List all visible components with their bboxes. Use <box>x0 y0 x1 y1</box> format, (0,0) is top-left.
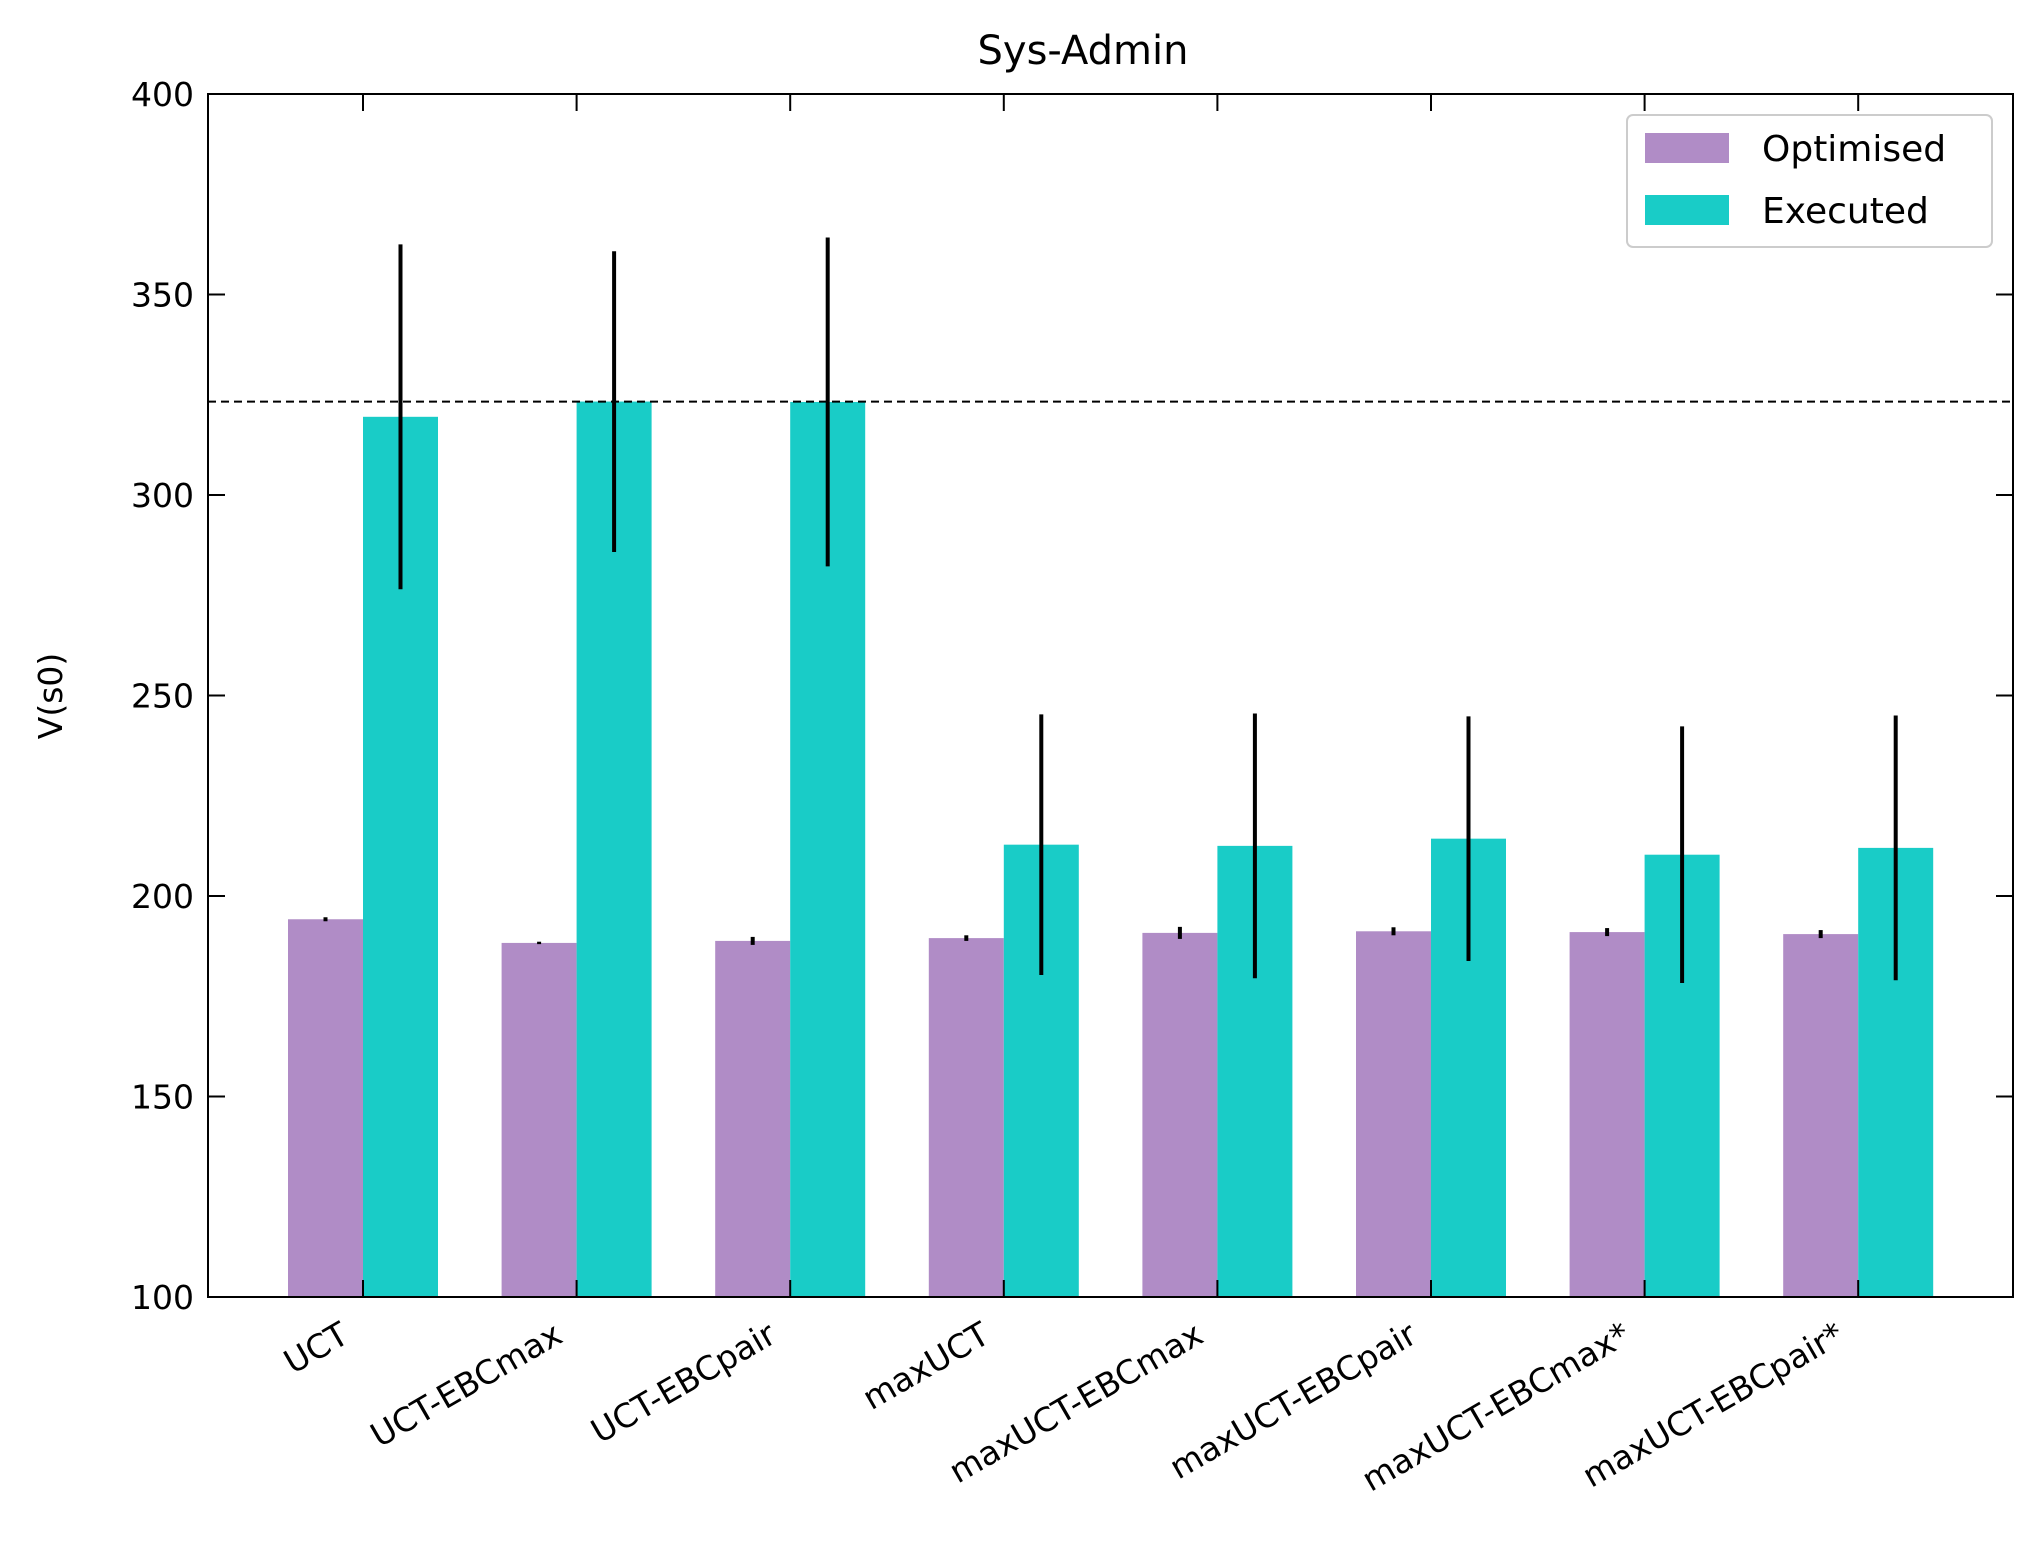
legend-label-optimised: Optimised <box>1762 129 1946 170</box>
y-tick-label: 250 <box>131 677 194 716</box>
y-tick-label: 350 <box>131 276 194 315</box>
y-tick-label: 200 <box>131 877 194 916</box>
bar-optimised-7 <box>1569 932 1645 1297</box>
legend-label-executed: Executed <box>1762 191 1929 232</box>
y-axis-label: V(s0) <box>31 653 70 740</box>
y-tick-label: 300 <box>131 476 194 515</box>
y-axis: 100 150 200 250 300 350 400 <box>131 75 2013 1317</box>
bars-layer <box>288 401 1934 1297</box>
legend-swatch-optimised <box>1645 133 1729 163</box>
x-tick-label: maxUCT <box>856 1314 997 1418</box>
bar-optimised-6 <box>1356 931 1431 1297</box>
x-tick-label: UCT <box>277 1314 356 1382</box>
legend: Optimised Executed <box>1626 114 1993 248</box>
legend-swatch-executed <box>1645 195 1729 225</box>
x-tick-label: UCT-EBCpair <box>584 1314 782 1451</box>
chart-title: Sys-Admin <box>978 28 1189 74</box>
x-tick-label: UCT-EBCmax <box>364 1314 569 1455</box>
bar-optimised-4 <box>928 938 1004 1297</box>
bar-optimised-2 <box>501 942 577 1297</box>
plot-frame <box>207 93 2014 1298</box>
bar-optimised-1 <box>288 919 363 1297</box>
y-tick-label: 400 <box>131 75 194 114</box>
y-tick-label: 150 <box>131 1078 194 1117</box>
y-tick-label: 100 <box>131 1278 194 1317</box>
bar-optimised-3 <box>715 940 791 1297</box>
bar-optimised-5 <box>1142 932 1218 1297</box>
error-bars-layer <box>323 237 1898 984</box>
bar-optimised-8 <box>1783 934 1859 1297</box>
